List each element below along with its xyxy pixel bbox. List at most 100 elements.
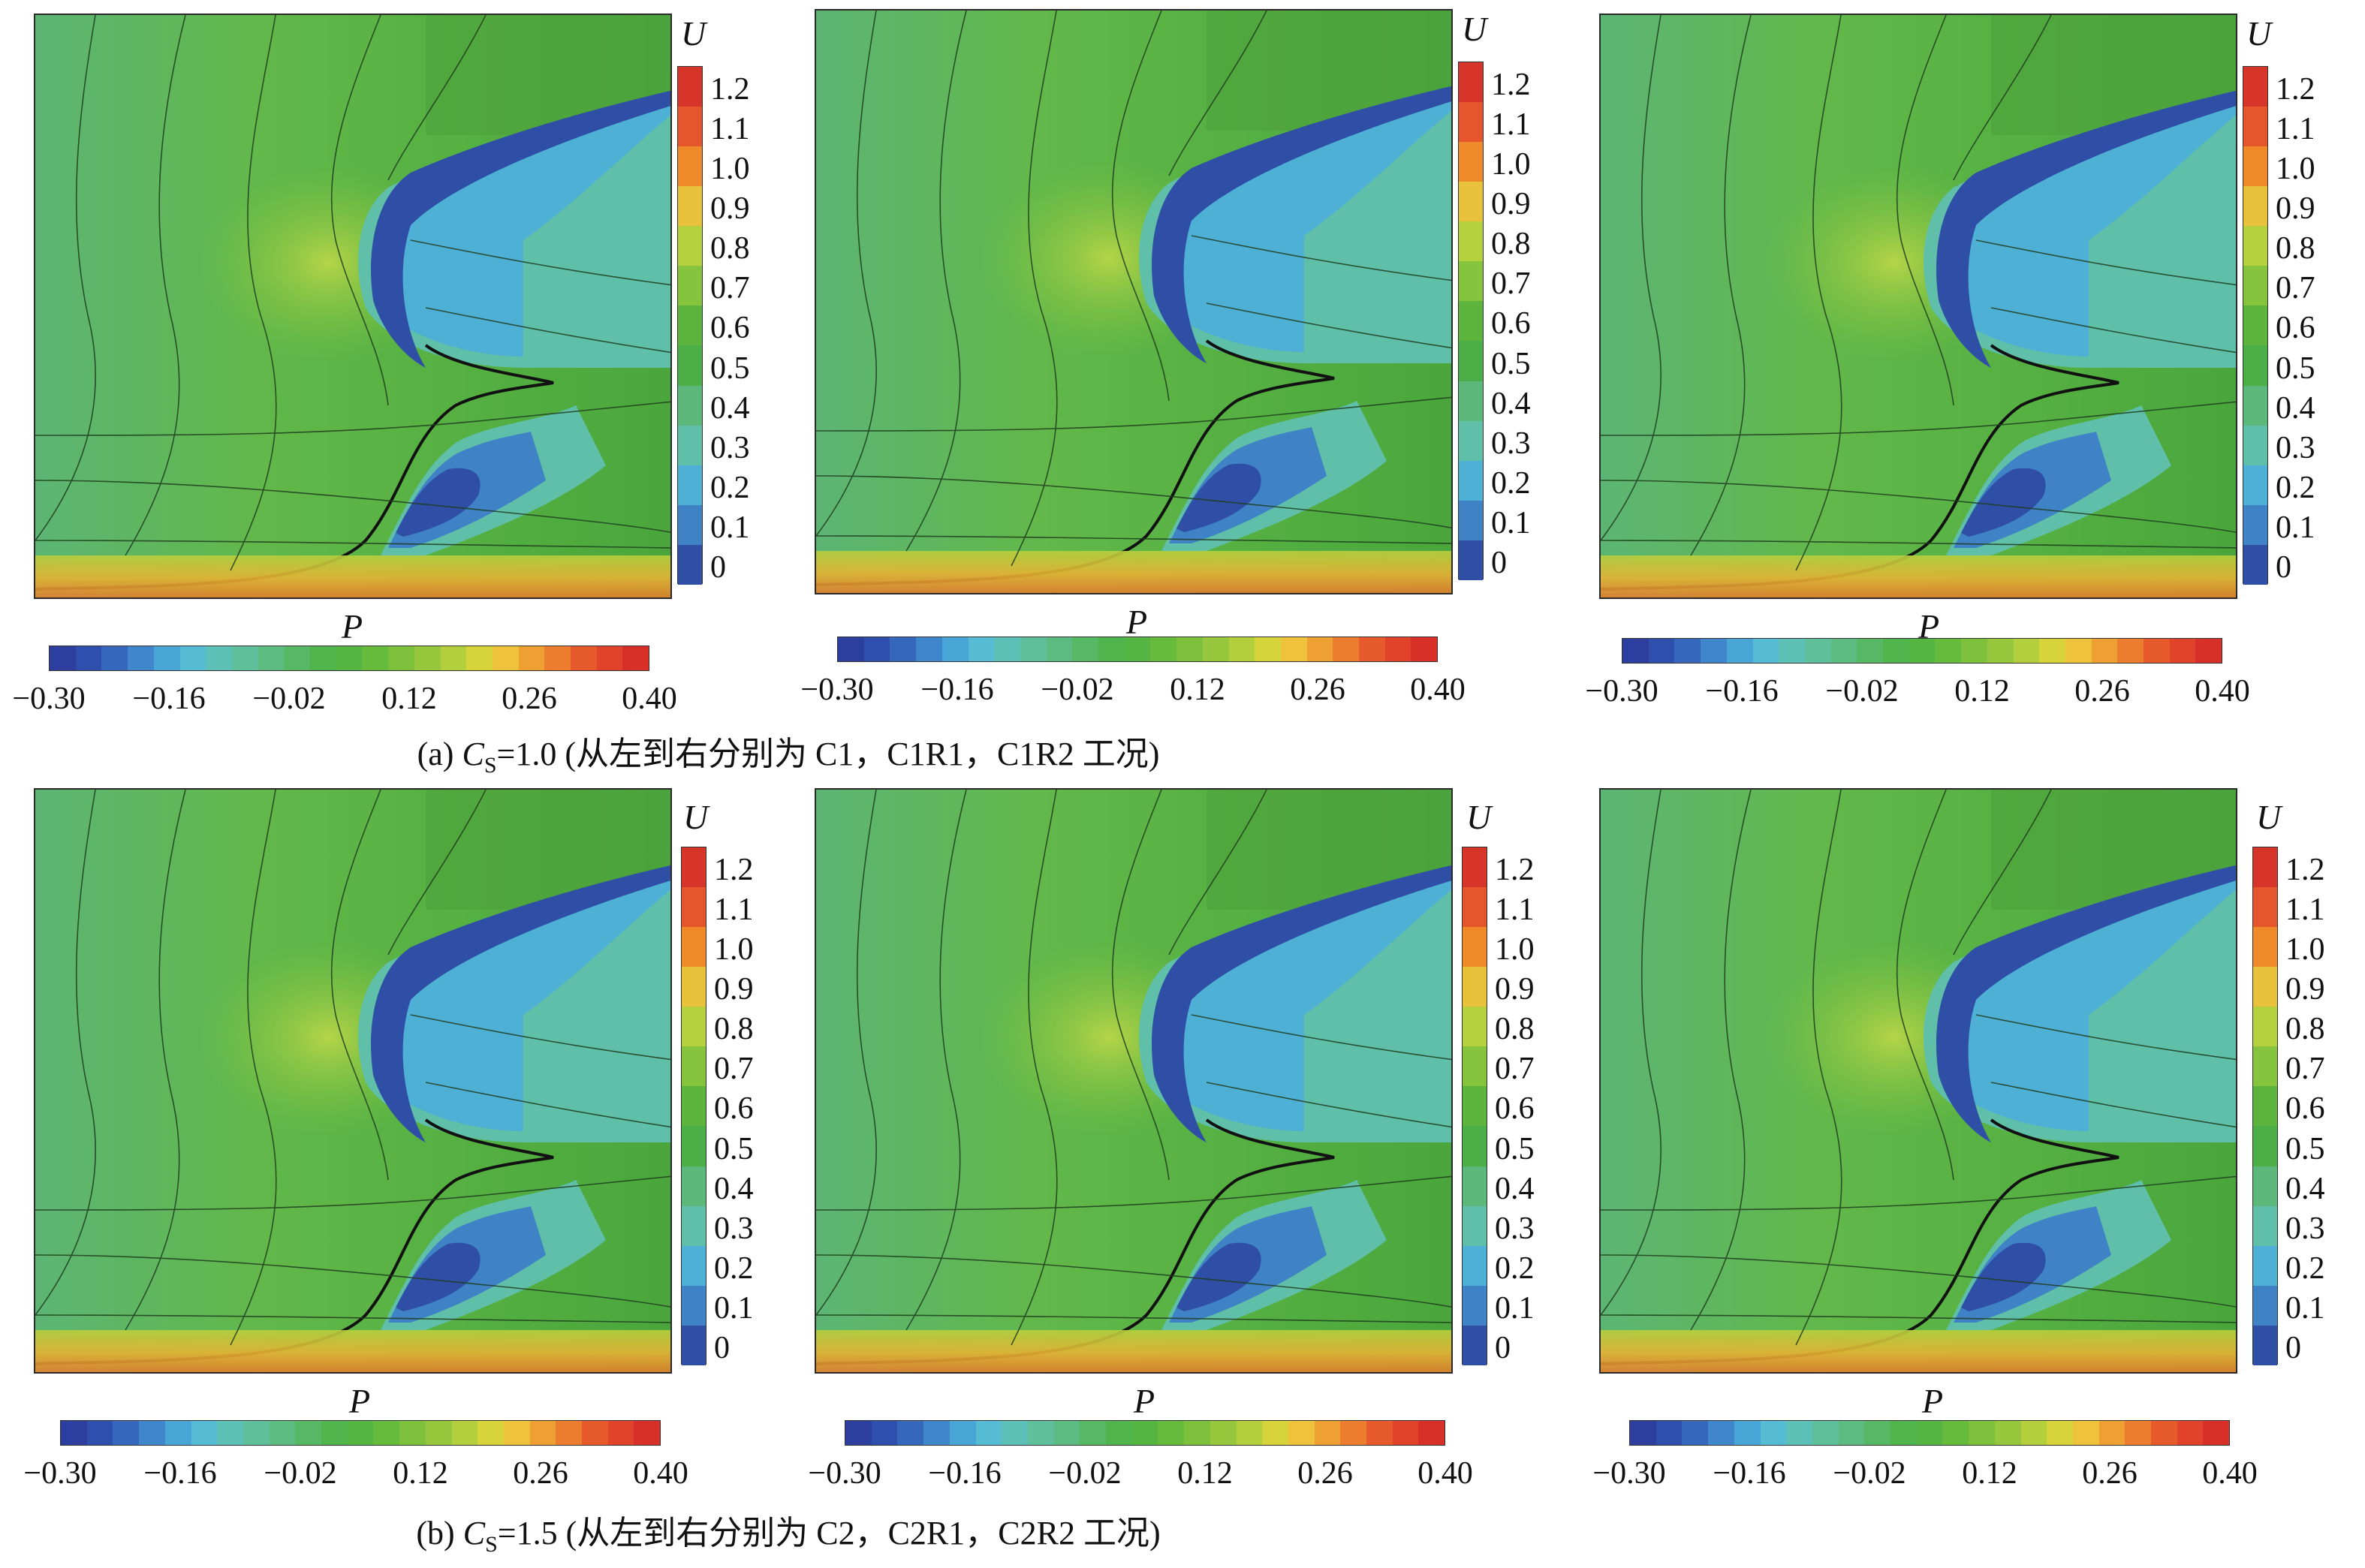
u-colorbar-segment <box>682 1086 706 1127</box>
p-colorbar-segment <box>399 1421 426 1445</box>
u-tick-label: 0.2 <box>2285 1250 2325 1286</box>
p-colorbar-segment <box>113 1421 140 1445</box>
p-colorbar-segment <box>949 1421 976 1445</box>
u-colorbar-segment <box>682 1126 706 1166</box>
p-colorbar <box>49 646 649 671</box>
u-tick-label: 0.5 <box>1495 1131 1535 1166</box>
u-colorbar-segment <box>1459 301 1483 342</box>
p-colorbar-segment <box>1752 639 1779 663</box>
p-colorbar-segment <box>582 1421 608 1445</box>
u-tick-label: 0.9 <box>2285 972 2325 1007</box>
u-tick-label: 0.6 <box>710 311 750 346</box>
p-colorbar-segment <box>206 646 232 670</box>
u-colorbar-segment <box>678 186 702 227</box>
u-colorbar-segment <box>2253 847 2277 888</box>
u-colorbar-segment <box>1459 261 1483 302</box>
u-colorbar-segment <box>1459 182 1483 222</box>
u-tick-label: 0.8 <box>2285 1012 2325 1047</box>
u-colorbar-segment <box>678 146 702 187</box>
p-colorbar-segment <box>607 1421 634 1445</box>
u-tick-label: 1.1 <box>710 112 750 147</box>
u-colorbar-segment <box>682 1285 706 1326</box>
p-colorbar-segment <box>544 646 571 670</box>
p-colorbar-segment <box>1622 639 1649 663</box>
p-colorbar-segment <box>863 637 890 661</box>
p-colorbar-segment <box>1838 1421 1865 1445</box>
u-colorbar-segment <box>678 226 702 266</box>
u-colorbar-segment <box>678 544 702 585</box>
u-tick-label: 1.2 <box>1491 68 1531 102</box>
p-colorbar-segment <box>2091 639 2118 663</box>
p-colorbar-segment <box>503 1421 530 1445</box>
u-colorbar-label: U <box>2246 14 2272 53</box>
p-colorbar <box>60 1420 661 1446</box>
p-colorbar-segment <box>1262 1421 1288 1445</box>
u-colorbar-segment <box>682 1046 706 1087</box>
u-colorbar-label: U <box>2256 798 2282 836</box>
p-colorbar-segment <box>529 1421 556 1445</box>
u-tick-label: 0.6 <box>2276 311 2315 346</box>
u-colorbar-segment <box>2243 425 2267 465</box>
p-tick-label: 0.12 <box>393 1456 448 1491</box>
p-colorbar-segment <box>994 637 1020 661</box>
flow-contour-plot <box>34 14 672 599</box>
p-colorbar-segment <box>179 646 206 670</box>
u-tick-label: 0.3 <box>2285 1211 2325 1246</box>
u-colorbar-segment <box>1459 142 1483 182</box>
u-tick-label: 0.1 <box>714 1290 754 1326</box>
u-tick-label: 0 <box>714 1330 730 1365</box>
u-tick-label: 0 <box>1491 545 1507 580</box>
p-colorbar-segment <box>1830 639 1857 663</box>
p-tick-label: −0.02 <box>1041 673 1114 707</box>
u-tick-label: 0.1 <box>2276 510 2315 545</box>
p-colorbar-segment <box>1630 1421 1656 1445</box>
p-tick-label: 0.40 <box>622 682 677 716</box>
u-colorbar-segment <box>1463 1126 1487 1166</box>
u-tick-label: 0.7 <box>1495 1052 1535 1087</box>
p-colorbar-segment <box>492 646 519 670</box>
u-tick-label: 1.1 <box>2276 112 2315 147</box>
p-colorbar <box>1622 638 2222 664</box>
p-colorbar-segment <box>556 1421 583 1445</box>
u-colorbar-segment <box>2243 504 2267 545</box>
p-tick-label: 0.12 <box>1170 673 1225 707</box>
p-colorbar-segment <box>425 1421 452 1445</box>
u-tick-label: 0.7 <box>1491 266 1531 302</box>
flow-contour-plot <box>815 788 1453 1374</box>
u-tick-label: 0.2 <box>2276 470 2315 505</box>
p-colorbar-segment <box>2144 639 2170 663</box>
u-colorbar-segment <box>678 385 702 426</box>
u-colorbar-segment <box>678 107 702 147</box>
u-colorbar-segment <box>1459 460 1483 501</box>
u-tick-label: 0.6 <box>714 1091 754 1127</box>
u-colorbar-segment <box>2253 1245 2277 1286</box>
u-colorbar-segment <box>682 967 706 1007</box>
p-tick-label: 0.40 <box>1410 673 1466 707</box>
contour-panel-c2r2: U 1.2 1.1 1.0 0.9 0.8 0.7 0.6 0.5 0.4 0.3 0.2 0.1 0 … <box>1592 788 2357 1489</box>
u-tick-label: 1.0 <box>1491 147 1531 182</box>
p-colorbar-segment <box>1359 637 1385 661</box>
p-colorbar-segment <box>1682 1421 1709 1445</box>
u-tick-label: 0.5 <box>2285 1131 2325 1166</box>
p-colorbar-segment <box>164 1421 191 1445</box>
u-colorbar-segment <box>2253 1007 2277 1047</box>
u-colorbar-segment <box>2243 465 2267 505</box>
p-colorbar-segment <box>86 1421 113 1445</box>
p-tick-label: 0.40 <box>633 1456 688 1491</box>
p-colorbar-segment <box>1176 637 1203 661</box>
p-colorbar-segment <box>1890 1421 1917 1445</box>
p-colorbar-segment <box>1131 1421 1158 1445</box>
u-tick-label: 1.2 <box>2276 72 2315 107</box>
u-colorbar <box>1458 62 1484 580</box>
p-colorbar-segment <box>2117 639 2144 663</box>
u-colorbar-segment <box>678 345 702 386</box>
u-colorbar-segment <box>2253 1086 2277 1127</box>
u-tick-label: 0.1 <box>710 510 750 545</box>
u-tick-label: 0.8 <box>714 1012 754 1047</box>
p-tick-label: −0.16 <box>143 1456 217 1491</box>
p-colorbar-label: P <box>1922 1382 1944 1420</box>
u-tick-label: 0.8 <box>2276 231 2315 266</box>
u-tick-label: 0.9 <box>2276 191 2315 227</box>
u-colorbar-segment <box>1459 102 1483 143</box>
u-tick-label: 0.4 <box>2276 390 2315 426</box>
